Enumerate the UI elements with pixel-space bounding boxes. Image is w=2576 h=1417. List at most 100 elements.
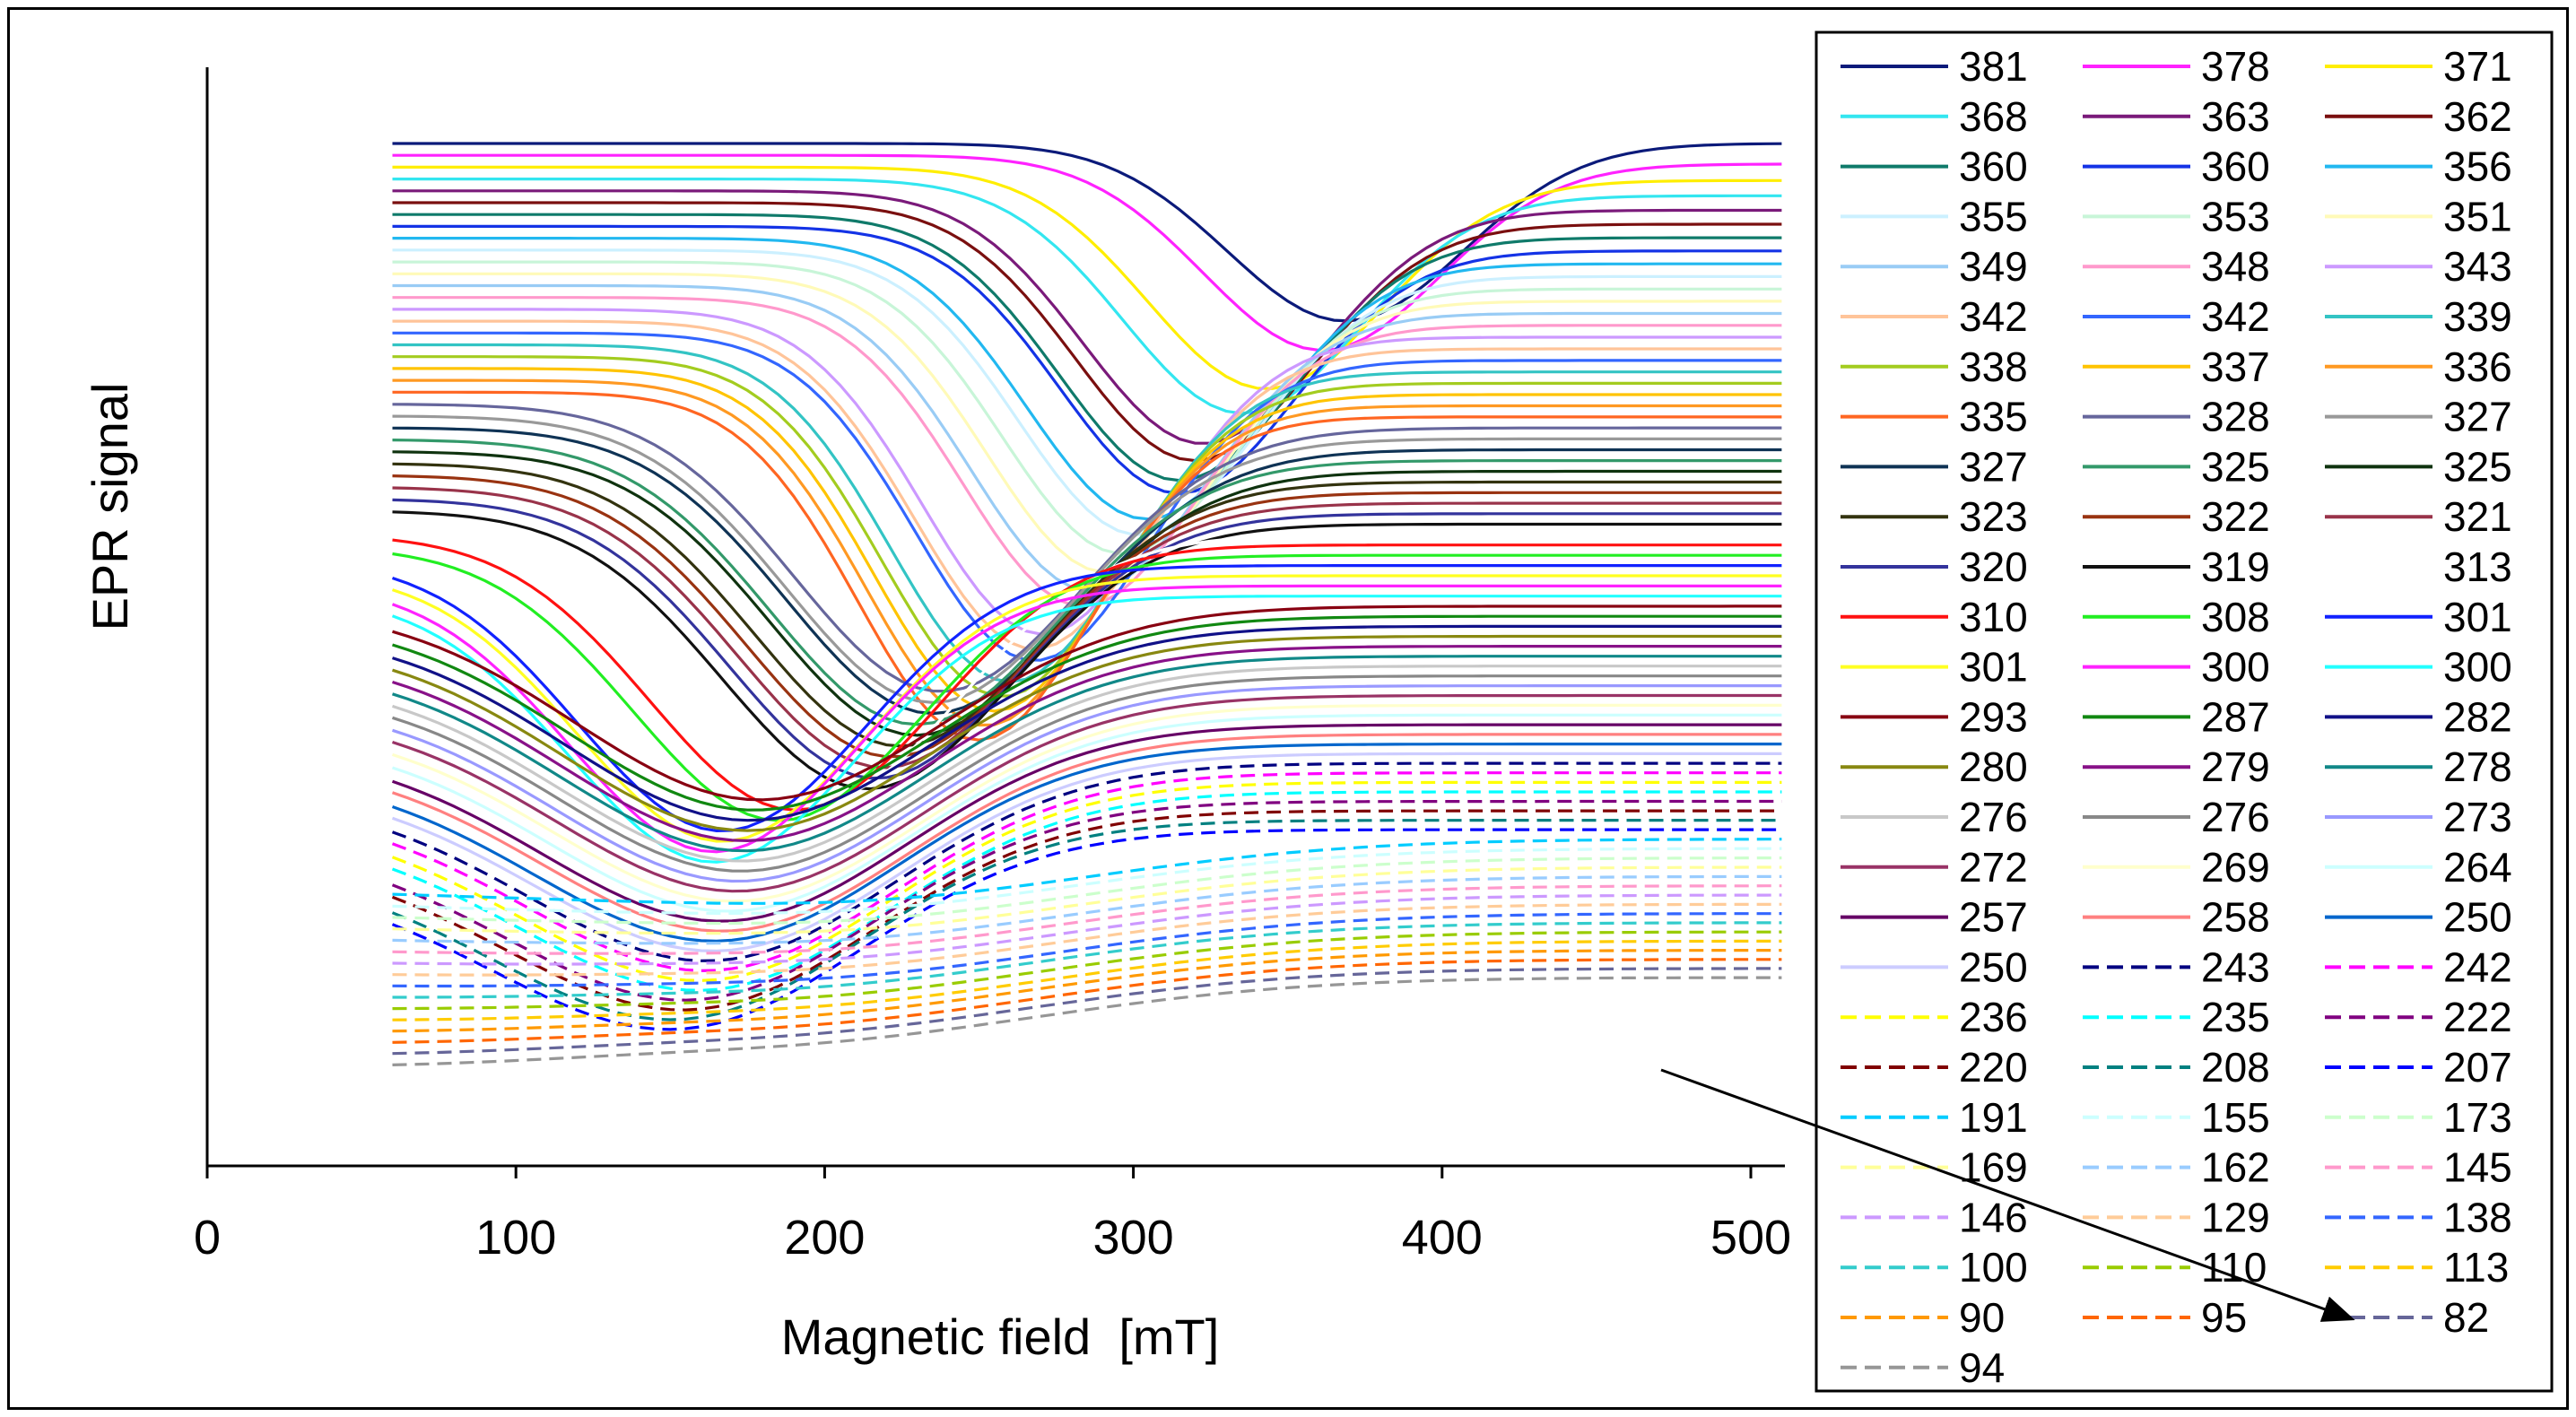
series-line-129: [392, 902, 1782, 977]
series-line-191: [392, 838, 1782, 905]
series-line-146: [392, 893, 1782, 966]
series-line-351: [392, 272, 1782, 574]
legend-label: 339: [2443, 293, 2512, 340]
legend-label: 319: [2201, 543, 2270, 590]
legend-label: 257: [1959, 894, 2028, 941]
series-line-276: [391, 674, 1782, 873]
series-line-264: [391, 713, 1782, 913]
x-tick-label: 100: [475, 1211, 556, 1265]
legend-label: 338: [1959, 343, 2028, 390]
legend-label: 100: [1959, 1244, 2028, 1291]
series-line-355: [392, 248, 1782, 536]
legend-label: 362: [2443, 93, 2512, 140]
series-line-322: [392, 474, 1782, 759]
legend-label: 348: [2201, 243, 2270, 290]
legend-label: 95: [2201, 1294, 2247, 1341]
legend-label: 336: [2443, 343, 2512, 390]
legend-label: 360: [1959, 143, 2028, 190]
legend-label: 129: [2201, 1194, 2270, 1240]
legend-label: 250: [2443, 894, 2512, 941]
x-tick-label: 500: [1710, 1211, 1791, 1265]
legend-label: 327: [1959, 443, 2028, 490]
legend-label: 351: [2443, 193, 2512, 239]
series-line-343: [392, 308, 1782, 636]
legend-label: 220: [1959, 1044, 2028, 1091]
legend-label: 146: [1959, 1194, 2028, 1240]
legend-label: 243: [2201, 943, 2270, 990]
series-line-95: [392, 958, 1782, 1044]
series-line-269: [391, 703, 1782, 903]
legend-label: 356: [2443, 143, 2512, 190]
legend-label: 287: [2201, 693, 2270, 740]
legend-label: 207: [2443, 1044, 2512, 1091]
arrow-line: [1660, 1068, 2355, 1322]
series-line-348: [392, 296, 1782, 608]
legend-label: 378: [2201, 43, 2270, 90]
series-line-90: [392, 949, 1782, 1033]
series-line-293: [392, 604, 1782, 802]
series-line-138: [392, 912, 1782, 988]
legend-label: 301: [2443, 594, 2512, 640]
legend-label: 342: [1959, 293, 2028, 340]
legend-label: 276: [1959, 794, 2028, 840]
series-line-301: [391, 564, 1782, 833]
legend-label: 258: [2201, 894, 2270, 941]
legend-label: 381: [1959, 43, 2028, 90]
legend-label: 363: [2201, 93, 2270, 140]
series-line-360: [392, 213, 1782, 482]
legend-label: 310: [1959, 594, 2028, 640]
legend-label: 320: [1959, 543, 2028, 590]
legend-label: 313: [2443, 543, 2512, 590]
legend-label: 342: [2201, 293, 2270, 340]
series-line-325: [392, 439, 1782, 726]
series-line-321: [392, 486, 1782, 769]
series-line-279: [392, 645, 1782, 843]
legend-label: 300: [2443, 644, 2512, 691]
series-line-94: [392, 976, 1782, 1066]
series-line-173: [392, 856, 1782, 926]
legend-label: 155: [2201, 1094, 2270, 1141]
x-ticks: 0 100 200 300 400 500: [194, 1166, 1791, 1265]
legend-label: 145: [2443, 1144, 2512, 1191]
legend-label: 322: [2201, 493, 2270, 540]
legend-label: 280: [1959, 743, 2028, 790]
legend-label: 325: [2201, 443, 2270, 490]
legend-label: 335: [1959, 394, 2028, 440]
series-line-371: [392, 165, 1782, 390]
legend-label: 355: [1959, 193, 2028, 239]
x-tick-label: 0: [194, 1211, 221, 1265]
legend-label: 191: [1959, 1094, 2028, 1141]
legend-label: 353: [2201, 193, 2270, 239]
series-line-272: [391, 693, 1782, 893]
legend-label: 273: [2443, 794, 2512, 840]
series-line-362: [392, 201, 1782, 463]
legend-label: 272: [1959, 844, 2028, 891]
legend-label: 337: [2201, 343, 2270, 390]
series-line-162: [392, 874, 1782, 945]
legend-label: 301: [1959, 644, 2028, 691]
series-line-250: [391, 752, 1782, 953]
legend-label: 276: [2201, 794, 2270, 840]
legend-label: 235: [2201, 994, 2270, 1040]
legend-label: 236: [1959, 994, 2028, 1040]
series-line-220: [391, 809, 1782, 1012]
series-line-335: [392, 390, 1782, 742]
series-line-222: [391, 799, 1782, 1002]
legend-label: 269: [2201, 844, 2270, 891]
series-line-280: [392, 634, 1782, 832]
legend-label: 279: [2201, 743, 2270, 790]
legend-label: 222: [2443, 994, 2512, 1040]
x-tick-label: 400: [1402, 1211, 1483, 1265]
x-axis-title: Magnetic field [mT]: [781, 1308, 1220, 1365]
series-line-319: [392, 510, 1782, 791]
series-line-287: [392, 614, 1782, 812]
legend-label: 349: [1959, 243, 2028, 290]
legend-label: 343: [2443, 243, 2512, 290]
legend-label: 250: [1959, 943, 2028, 990]
series-line-100: [392, 921, 1782, 999]
series-line-310: [392, 538, 1782, 812]
legend-label: 308: [2201, 594, 2270, 640]
series-line-363: [392, 189, 1782, 445]
series-line-308: [392, 552, 1782, 822]
